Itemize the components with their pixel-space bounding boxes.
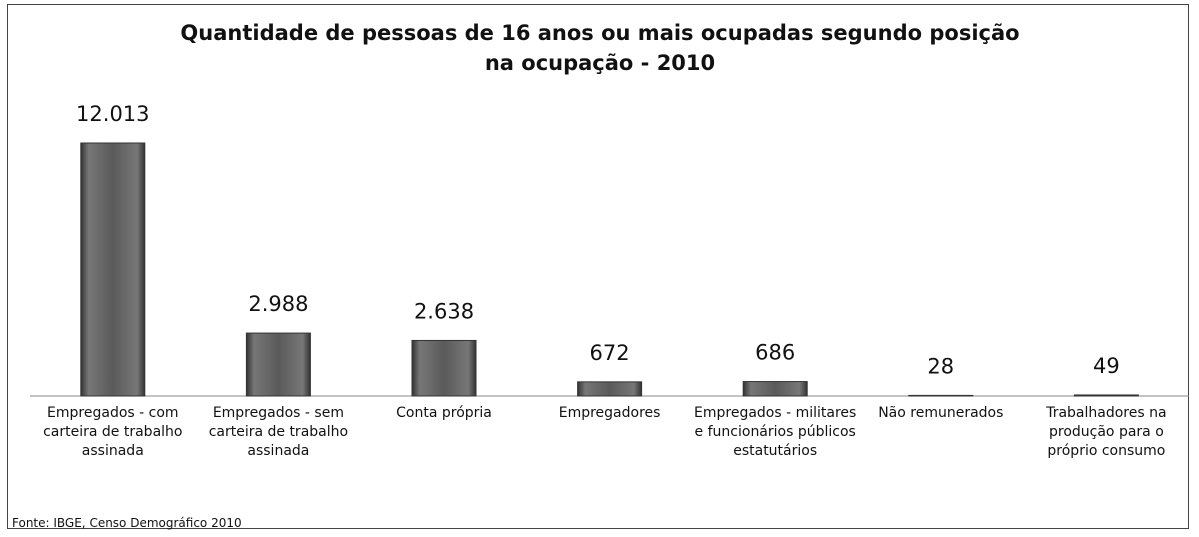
x-tick-label: Conta própria <box>396 405 492 421</box>
x-tick-label: Trabalhadores na produção para o próprio… <box>1046 405 1167 459</box>
bar <box>908 394 974 397</box>
bar <box>577 381 643 397</box>
x-tick-label: Empregados - militares e funcionários pú… <box>694 405 857 459</box>
data-label: 12.013 <box>76 102 149 126</box>
bar <box>245 332 311 397</box>
x-tick-label: Empregadores <box>558 405 661 421</box>
x-tick-label: Empregados - sem carteira de trabalho as… <box>208 405 349 459</box>
source: Fonte: IBGE, Censo Demográfico 2010 <box>12 516 242 530</box>
chart-frame <box>7 4 1189 529</box>
bar <box>411 339 477 397</box>
data-label: 686 <box>755 341 795 365</box>
data-label: 2.638 <box>414 299 474 323</box>
bar <box>742 381 808 397</box>
data-label: 28 <box>927 354 954 378</box>
x-tick-label: Empregados - com carteira de trabalho as… <box>43 405 183 459</box>
data-label: 672 <box>590 341 630 365</box>
bar <box>1073 394 1139 397</box>
bar <box>80 142 146 397</box>
data-label: 2.988 <box>248 292 308 316</box>
data-label: 49 <box>1093 354 1120 378</box>
chart-title: Quantidade de pessoas de 16 anos ou mais… <box>180 21 1020 75</box>
x-tick-label: Não remunerados <box>878 405 1004 421</box>
